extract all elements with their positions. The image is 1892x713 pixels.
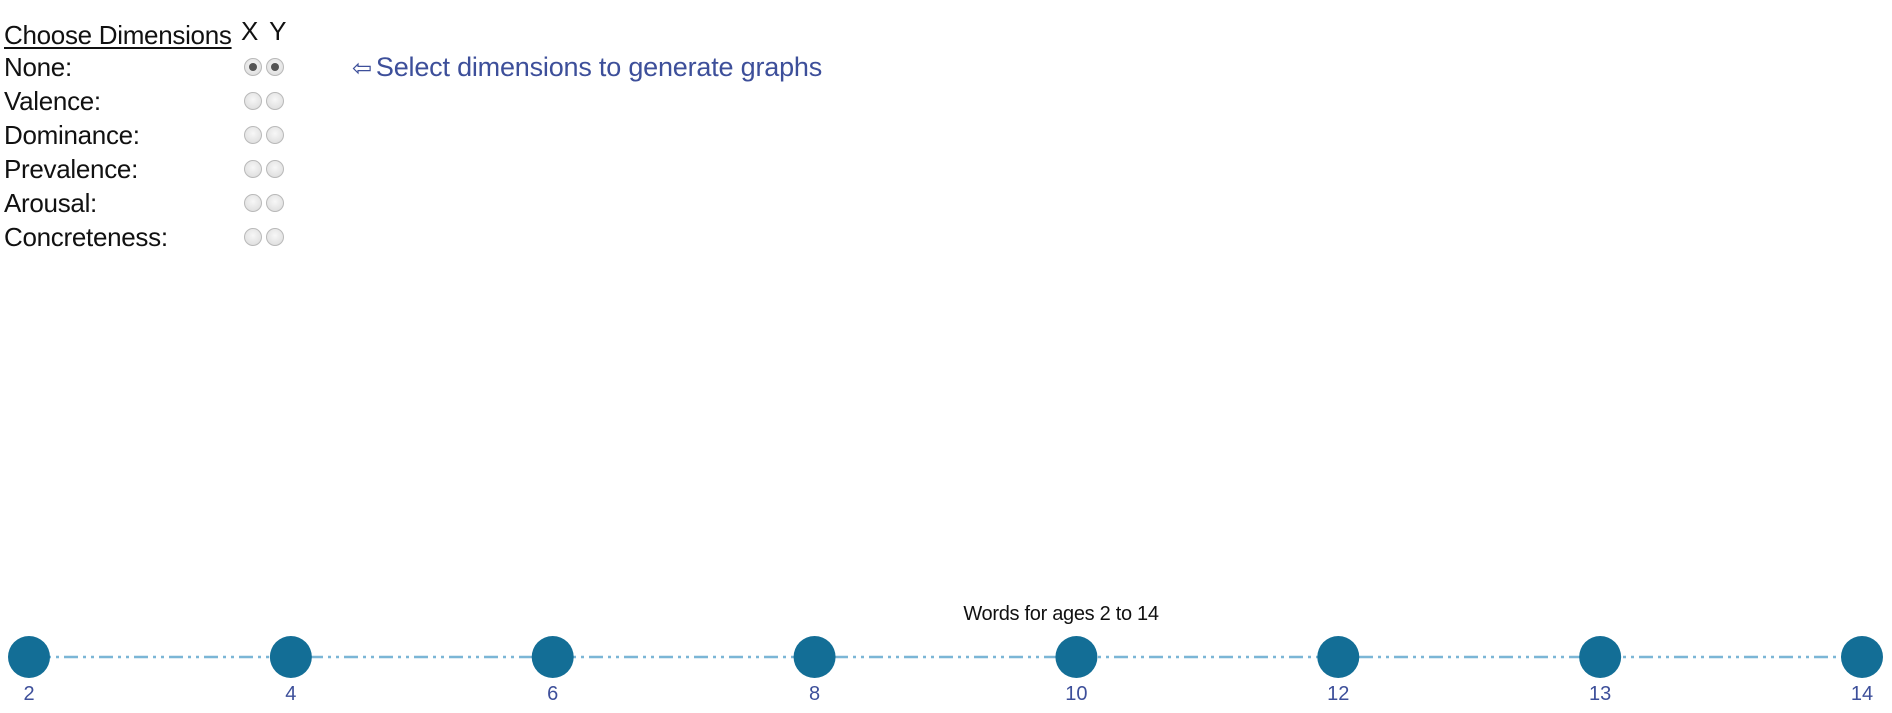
dimension-label: Valence: xyxy=(4,86,101,116)
y-axis-radio[interactable] xyxy=(266,92,284,110)
timeline-title: Words for ages 2 to 14 xyxy=(963,603,1159,625)
dimension-row: Concreteness: xyxy=(4,220,294,254)
dimension-list: None: Valence: Dominance: Prevalence: Arousa… xyxy=(4,50,294,254)
y-axis-radio[interactable] xyxy=(266,160,284,178)
dimension-label: Arousal: xyxy=(4,188,97,218)
age-timeline: 2 4 6 8 10 12 13 14 xyxy=(8,636,1883,705)
dimension-row: Dominance: xyxy=(4,118,294,152)
x-axis-radio[interactable] xyxy=(244,194,262,212)
y-axis-radio[interactable] xyxy=(266,194,284,212)
age-node[interactable] xyxy=(8,636,50,678)
age-label: 6 xyxy=(547,683,558,705)
dimension-label: None: xyxy=(4,52,72,82)
age-label: 13 xyxy=(1589,683,1611,705)
age-label: 2 xyxy=(23,683,34,705)
age-node[interactable] xyxy=(531,636,574,678)
dimension-label: Concreteness: xyxy=(4,222,168,252)
y-axis-radio[interactable] xyxy=(266,228,284,246)
dimension-row: Prevalence: xyxy=(4,152,294,186)
age-label: 12 xyxy=(1327,683,1349,705)
x-axis-radio[interactable] xyxy=(244,160,262,178)
chooser-title: Choose Dimensions xyxy=(4,20,232,50)
age-node[interactable] xyxy=(1317,636,1360,678)
x-axis-radio[interactable] xyxy=(244,126,262,144)
left-arrow-icon: ⇦ xyxy=(352,55,372,82)
age-node[interactable] xyxy=(1055,636,1098,678)
age-node[interactable] xyxy=(1841,636,1883,678)
age-label: 8 xyxy=(809,683,820,705)
y-axis-radio[interactable] xyxy=(266,58,284,76)
x-axis-radio[interactable] xyxy=(244,228,262,246)
age-node[interactable] xyxy=(793,636,836,678)
age-node[interactable] xyxy=(269,636,312,678)
dimension-chooser: Choose Dimensions X Y None: Valence: Domin… xyxy=(4,16,294,254)
select-dimensions-hint: ⇦ Select dimensions to generate graphs xyxy=(352,52,822,83)
dimension-label: Dominance: xyxy=(4,120,140,150)
dimension-label: Prevalence: xyxy=(4,154,138,184)
age-label: 4 xyxy=(285,683,296,705)
x-axis-radio[interactable] xyxy=(244,92,262,110)
age-node[interactable] xyxy=(1579,636,1622,678)
age-label: 14 xyxy=(1851,683,1873,705)
dimension-row: Arousal: xyxy=(4,186,294,220)
hint-text: Select dimensions to generate graphs xyxy=(375,52,823,82)
x-axis-radio[interactable] xyxy=(244,58,262,76)
chooser-header: Choose Dimensions X Y xyxy=(4,16,294,50)
axis-headers: X Y xyxy=(241,16,289,46)
age-label: 10 xyxy=(1065,683,1087,705)
y-axis-radio[interactable] xyxy=(266,126,284,144)
dimension-row: Valence: xyxy=(4,84,294,118)
dimension-row: None: xyxy=(4,50,294,84)
